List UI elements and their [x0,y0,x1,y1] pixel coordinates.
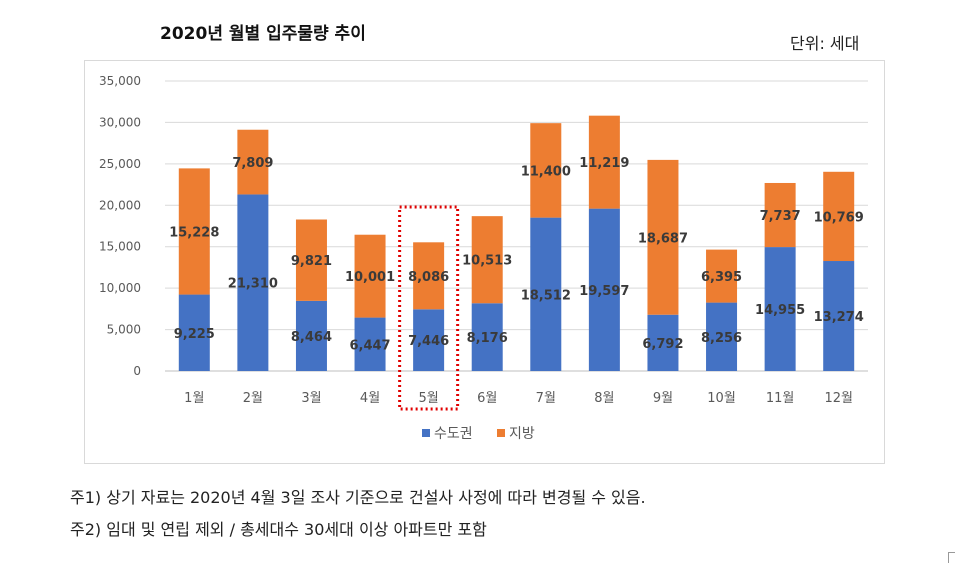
x-tick-label: 9월 [653,391,673,406]
data-label: 7,446 [408,334,449,349]
bar-regional [178,168,210,295]
data-label: 21,310 [228,277,278,292]
stacked-bar-chart: 0 5,000 10,000 15,000 20,000 25,000 30,000 35,0… [99,74,868,442]
data-label: 6,395 [701,270,742,285]
unit-label: 단위: 세대 [790,34,860,53]
y-tick-label: 5,000 [107,323,141,337]
bar-regional [588,115,620,209]
x-tick-label: 10월 [707,391,736,406]
x-tick-label: 5월 [419,391,439,406]
x-tick-label: 2월 [243,391,263,406]
data-label: 18,687 [638,231,688,246]
y-tick-label: 15,000 [99,240,141,254]
y-tick-label: 10,000 [99,281,141,295]
data-label: 10,769 [814,210,864,225]
x-tick-label: 6월 [477,391,497,406]
legend-swatch [422,429,430,437]
data-label: 13,274 [814,310,864,325]
y-tick-label: 25,000 [99,157,141,171]
data-label: 6,447 [349,338,390,353]
data-label: 18,512 [521,288,571,303]
x-tick-label: 3월 [301,391,321,406]
chart-area: 0 5,000 10,000 15,000 20,000 25,000 30,000 35,0… [84,60,885,464]
bar-metro [706,302,738,371]
y-tick-label: 0 [133,364,141,378]
data-label: 9,225 [174,327,215,342]
y-tick-label: 20,000 [99,198,141,212]
bar-metro [588,208,620,371]
data-label: 7,737 [760,209,801,224]
bar-metro [530,217,562,371]
bar-metro [354,317,386,371]
y-tick-label: 30,000 [99,115,141,129]
data-label: 10,001 [345,270,395,285]
legend-label: 수도권 [434,426,473,442]
x-tick-label: 1월 [184,391,204,406]
legend-label: 지방 [509,426,535,442]
bar-regional [706,249,738,303]
x-tick-label: 12월 [824,391,853,406]
bar-metro [647,314,679,371]
footnote-2: 주2) 임대 및 연립 제외 / 총세대수 30세대 이상 아파트만 포함 [70,520,487,539]
bar-metro [237,194,269,371]
bar-regional [471,216,503,304]
footnote-1: 주1) 상기 자료는 2020년 4월 3일 조사 기준으로 건설사 사정에 따… [70,488,646,507]
bar-regional [823,171,855,262]
data-label: 11,400 [521,164,571,179]
bar-regional [295,219,327,301]
bar-regional [354,234,386,318]
data-label: 10,513 [462,254,512,269]
bar-metro [413,309,445,371]
corner-mark [948,552,955,563]
bar-regional [647,159,679,315]
x-tick-label: 11월 [766,391,795,406]
data-label: 8,464 [291,330,332,345]
data-label: 11,219 [579,156,629,171]
data-label: 8,176 [467,331,508,346]
data-label: 19,597 [579,284,629,299]
legend-swatch [497,429,505,437]
bar-metro [471,303,503,371]
bar-metro [764,247,796,371]
data-label: 15,228 [169,225,219,240]
data-label: 8,086 [408,270,449,285]
data-label: 8,256 [701,331,742,346]
x-tick-label: 7월 [536,391,556,406]
data-label: 9,821 [291,254,332,269]
bar-regional [413,242,445,310]
x-tick-label: 4월 [360,391,380,406]
x-tick-label: 8월 [594,391,614,406]
bar-regional [237,129,269,195]
bar-regional [764,182,796,248]
data-label: 14,955 [755,303,805,318]
bar-metro [823,261,855,371]
bar-metro [178,294,210,371]
data-label: 7,809 [232,156,273,171]
bar-metro [295,300,327,371]
data-label: 6,792 [642,337,683,352]
bar-regional [530,123,562,218]
page-title: 2020년 월별 입주물량 추이 [160,24,366,44]
y-tick-label: 35,000 [99,74,141,88]
